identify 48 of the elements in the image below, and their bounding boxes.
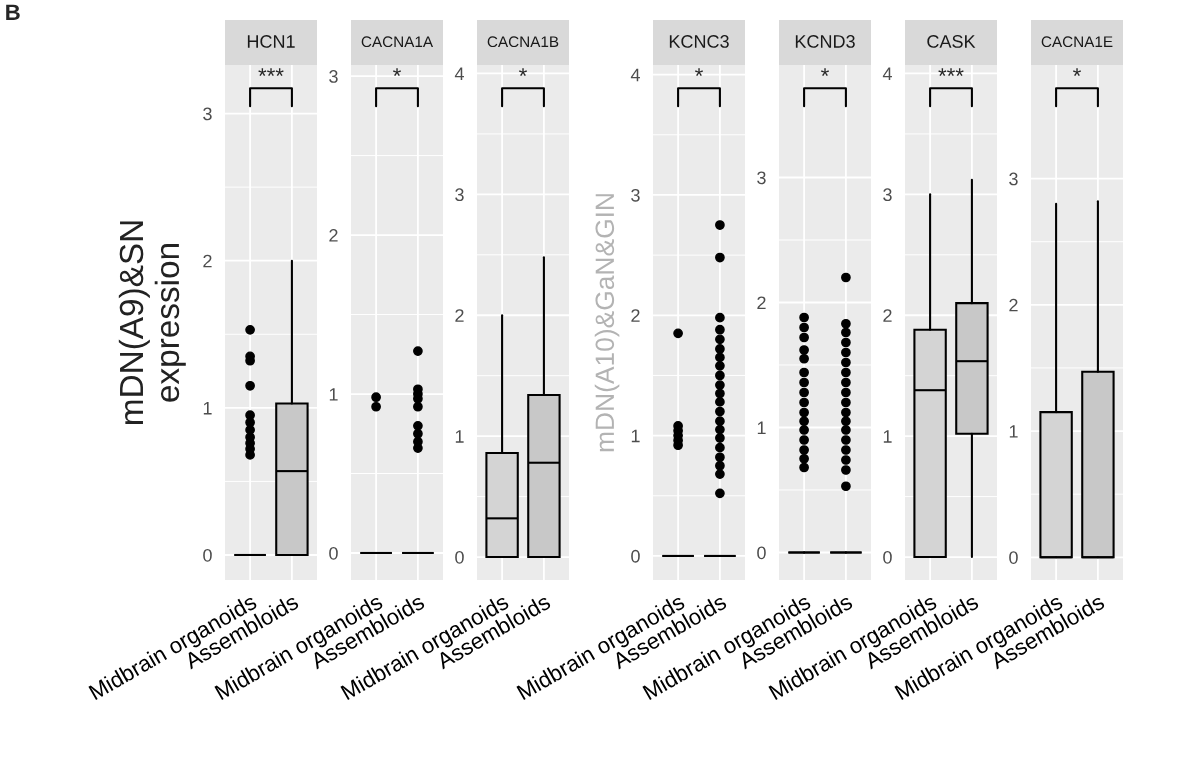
- y-tick-label: 2: [883, 309, 892, 322]
- y-tick-label: 0: [631, 549, 640, 563]
- y-tick-label: 3: [203, 107, 212, 121]
- y-tick-label: 1: [329, 388, 338, 401]
- y-tick-label: 0: [757, 546, 766, 560]
- y-tick-label: 3: [329, 70, 338, 83]
- y-tick-label: 3: [883, 188, 892, 202]
- chart-title: KCND3: [795, 35, 855, 48]
- y-tick-label: 0: [329, 546, 338, 560]
- y-tick-label: 3: [757, 171, 766, 185]
- annotation: *: [393, 68, 401, 77]
- y-tick-label: 1: [455, 430, 464, 443]
- annotation: *: [1073, 68, 1081, 77]
- y-tick-label: 3: [631, 188, 640, 202]
- text: B: [6, 4, 20, 20]
- y-axis-title: mDN(A10)&GaN&GIN: [594, 194, 620, 452]
- chart-title: CACNA1E: [1041, 36, 1113, 48]
- y-tick-label: 2: [455, 309, 464, 322]
- y-tick-label: 0: [455, 550, 464, 564]
- annotation: ***: [258, 68, 284, 77]
- annotation: *: [821, 68, 829, 77]
- annotation: *: [695, 68, 703, 77]
- y-tick-label: 1: [883, 430, 892, 443]
- chart-title: KCNC3: [669, 35, 729, 48]
- y-tick-label: 2: [757, 296, 766, 310]
- y-tick-label: 2: [329, 229, 338, 242]
- y-tick-label: 4: [630, 68, 640, 82]
- annotation: ***: [938, 68, 964, 77]
- y-tick-label: 2: [1009, 298, 1018, 312]
- chart-title: CACNA1A: [361, 36, 434, 48]
- y-tick-label: 1: [631, 429, 640, 443]
- y-tick-label: 0: [203, 548, 212, 562]
- y-tick-label: 4: [454, 67, 464, 80]
- y-tick-label: 0: [883, 550, 892, 564]
- y-tick-label: 2: [631, 309, 640, 322]
- chart-title: CASK: [927, 35, 976, 48]
- y-axis-title: mDN(A9)&SN expression: [118, 221, 186, 424]
- y-tick-label: 1: [203, 401, 212, 415]
- chart-title: CACNA1B: [487, 36, 559, 48]
- y-tick-label: 1: [1009, 425, 1018, 438]
- annotation: *: [519, 68, 527, 77]
- y-tick-label: 0: [1009, 551, 1018, 564]
- y-tick-label: 3: [1009, 172, 1018, 186]
- y-tick-label: 2: [203, 254, 212, 268]
- y-tick-label: 3: [455, 188, 464, 202]
- y-tick-label: 4: [882, 67, 892, 80]
- y-tick-label: 1: [757, 421, 766, 435]
- chart-title: HCN1: [247, 35, 295, 48]
